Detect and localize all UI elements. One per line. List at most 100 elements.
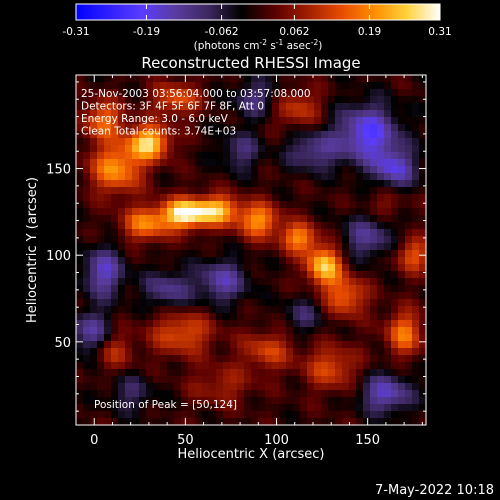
heatmap-cell [279,124,287,132]
heatmap-cell [76,180,84,188]
heatmap-cell [237,96,245,104]
heatmap-cell [83,278,91,286]
heatmap-cell [265,96,273,104]
heatmap-cell [412,159,420,167]
heatmap-cell [167,285,175,293]
heatmap-cell [202,159,210,167]
heatmap-cell [90,411,98,419]
heatmap-cell [153,194,161,202]
heatmap-cell [216,306,224,314]
heatmap-cell [195,152,203,160]
heatmap-cell [83,131,91,139]
heatmap-cell [300,264,308,272]
heatmap-cell [188,166,196,174]
heatmap-cell [97,278,105,286]
heatmap-cell [419,411,427,419]
heatmap-cell [118,362,126,370]
heatmap-cell [251,124,259,132]
heatmap-cell [160,110,168,118]
heatmap-cell [111,278,119,286]
heatmap-cell [174,320,182,328]
heatmap-cell [104,229,112,237]
heatmap-cell [391,264,399,272]
heatmap-cell [216,411,224,419]
heatmap-cell [223,306,231,314]
heatmap-cell [153,411,161,419]
heatmap-cell [83,271,91,279]
heatmap-cell [160,327,168,335]
heatmap-cell [153,187,161,195]
heatmap-cell [139,194,147,202]
heatmap-cell [349,215,357,223]
heatmap-cell [321,334,329,342]
footer-timestamp: 7-May-2022 10:18 [375,483,494,498]
heatmap-cell [223,397,231,405]
heatmap-cell [251,159,259,167]
heatmap-cell [223,138,231,146]
heatmap-cell [174,124,182,132]
heatmap-cell [209,320,217,328]
heatmap-cell [251,201,259,209]
heatmap-cell [174,75,182,83]
y-tick-label: 100 [46,249,71,264]
heatmap-cell [307,180,315,188]
heatmap-cell [209,383,217,391]
heatmap-cell [370,89,378,97]
heatmap-cell [286,124,294,132]
heatmap-cell [76,138,84,146]
heatmap-cell [377,229,385,237]
heatmap-cell [223,131,231,139]
heatmap-cell [251,334,259,342]
heatmap-cell [279,271,287,279]
heatmap-cell [405,320,413,328]
heatmap-cell [300,201,308,209]
heatmap-cell [321,341,329,349]
heatmap-cell [286,320,294,328]
heatmap-cell [286,215,294,223]
heatmap-cell [258,89,266,97]
heatmap-cell [356,306,364,314]
heatmap-cell [335,82,343,90]
heatmap-cell [202,355,210,363]
heatmap-cell [391,201,399,209]
heatmap-cell [132,390,140,398]
heatmap-cell [125,369,133,377]
heatmap-cell [370,215,378,223]
heatmap-cell [244,243,252,251]
heatmap-cell [412,194,420,202]
heatmap-cell [286,89,294,97]
heatmap-cell [384,257,392,265]
heatmap-cell [97,159,105,167]
heatmap-cell [286,397,294,405]
heatmap-cell [342,250,350,258]
heatmap-cell [97,236,105,244]
heatmap-cell [160,229,168,237]
heatmap-cell [97,418,105,426]
heatmap-cell [153,355,161,363]
heatmap-cell [419,215,427,223]
heatmap-cell [391,355,399,363]
heatmap-cell [167,376,175,384]
heatmap-cell [160,82,168,90]
heatmap-cell [209,173,217,181]
heatmap-cell [146,75,154,83]
heatmap-cell [349,362,357,370]
heatmap-cell [293,257,301,265]
heatmap-cell [139,292,147,300]
heatmap-cell [370,264,378,272]
heatmap-cell [258,180,266,188]
heatmap-cell [356,257,364,265]
heatmap-cell [237,397,245,405]
heatmap-cell [251,320,259,328]
heatmap-cell [146,264,154,272]
heatmap-cell [125,229,133,237]
heatmap-cell [146,187,154,195]
heatmap-cell [83,285,91,293]
heatmap-cell [314,243,322,251]
heatmap-cell [188,201,196,209]
heatmap-cell [384,243,392,251]
heatmap-cell [195,110,203,118]
heatmap-cell [132,103,140,111]
heatmap-cell [342,292,350,300]
heatmap-cell [251,243,259,251]
